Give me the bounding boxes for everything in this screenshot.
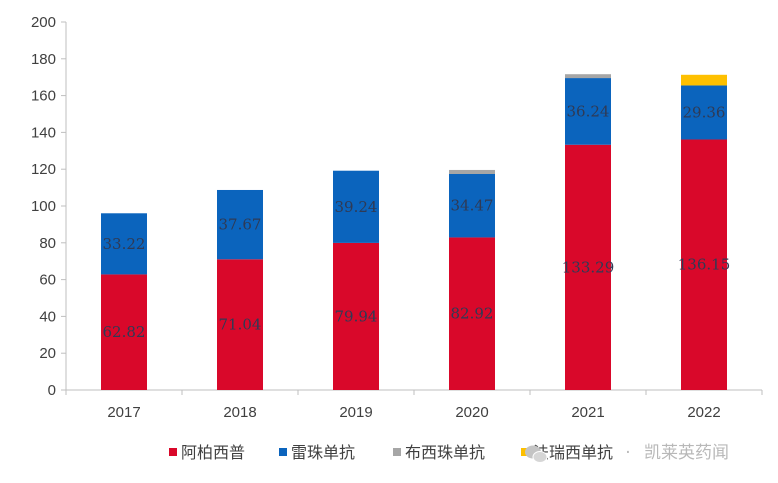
data-label: 136.15 [678, 256, 731, 274]
bar-segment [565, 78, 611, 145]
y-tick-label: 60 [39, 272, 56, 289]
watermark-text: 凯莱英药闻 [644, 443, 729, 463]
x-tick-label: 2017 [107, 404, 140, 421]
bar-segment [681, 139, 727, 390]
watermark-separator: · [625, 443, 630, 463]
data-label: 133.29 [562, 258, 615, 276]
data-label: 33.22 [103, 235, 146, 253]
bar-segment [101, 274, 147, 390]
legend-label: 布西珠单抗 [405, 443, 485, 462]
bar-segment [333, 170, 379, 243]
y-tick-label: 200 [31, 14, 56, 31]
bar-segment [449, 174, 495, 238]
data-label: 37.67 [219, 216, 262, 234]
bar-segment [449, 169, 495, 175]
y-tick-label: 80 [39, 235, 56, 252]
legend-swatch [279, 448, 287, 456]
x-tick-label: 2018 [223, 404, 256, 421]
bar-segment [217, 189, 263, 260]
data-labels: 62.82 33.22 71.04 37.67 79.94 39.24 82.92 34.47… [103, 102, 731, 341]
data-label: 39.24 [335, 198, 378, 216]
x-tick-label: 2020 [455, 404, 488, 421]
y-tick-label: 160 [31, 88, 56, 105]
legend-swatch [393, 448, 401, 456]
data-label: 34.47 [451, 197, 494, 215]
bar-segment [681, 74, 727, 86]
data-label: 36.24 [567, 102, 610, 120]
data-label: 62.82 [103, 323, 146, 341]
watermark: · 凯莱英药闻 [525, 443, 729, 463]
data-label: 82.92 [451, 305, 494, 323]
bar-segment [333, 242, 379, 390]
legend: 阿柏西普 雷珠单抗 布西珠单抗 法瑞西单抗 [169, 443, 613, 462]
y-axis: 0 20 40 60 80 100 120 140 160 180 200 [31, 14, 67, 399]
y-tick-label: 180 [31, 51, 56, 68]
data-label: 71.04 [219, 316, 262, 334]
legend-label: 雷珠单抗 [291, 443, 355, 462]
x-axis: 2017 2018 2019 2020 2021 2022 [65, 389, 763, 421]
y-tick-label: 0 [48, 382, 56, 399]
x-tick-label: 2022 [687, 404, 720, 421]
bar-segment [101, 213, 147, 275]
bar-segment [449, 237, 495, 390]
legend-swatch [169, 448, 177, 456]
wechat-icon [525, 445, 548, 463]
y-tick-label: 100 [31, 198, 56, 215]
y-tick-label: 140 [31, 124, 56, 141]
y-tick-label: 40 [39, 308, 56, 325]
data-label: 79.94 [335, 307, 378, 325]
x-tick-label: 2021 [571, 404, 604, 421]
bar-segment [565, 74, 611, 79]
bar-segment [681, 85, 727, 140]
bar-segment [565, 144, 611, 390]
legend-label: 法瑞西单抗 [533, 443, 613, 462]
data-label: 29.36 [683, 103, 726, 121]
x-tick-label: 2019 [339, 404, 372, 421]
y-tick-label: 120 [31, 161, 56, 178]
y-tick-label: 20 [39, 345, 56, 362]
bars [101, 74, 727, 390]
legend-label: 阿柏西普 [181, 443, 245, 462]
bar-segment [217, 259, 263, 390]
